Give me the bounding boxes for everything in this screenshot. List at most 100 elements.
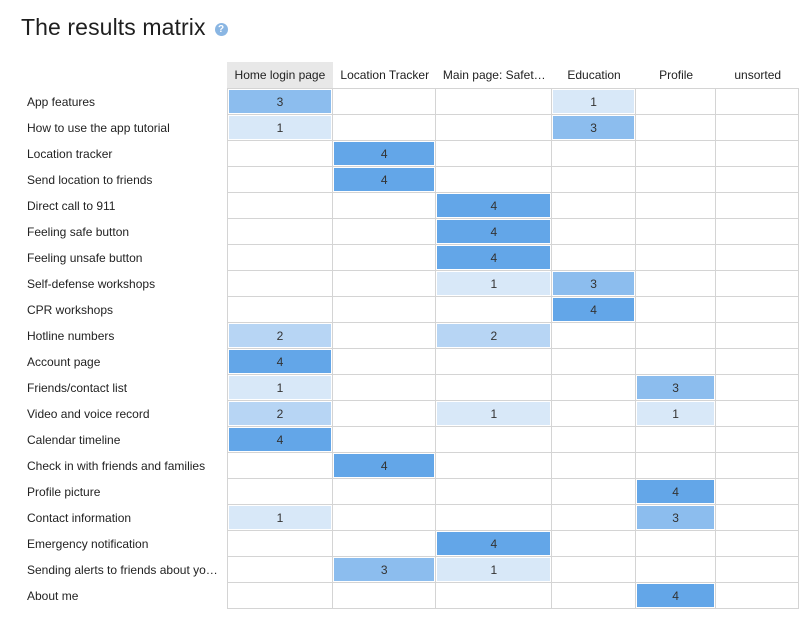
matrix-cell[interactable]: 1 bbox=[226, 505, 334, 531]
matrix-cell[interactable] bbox=[552, 193, 636, 219]
matrix-cell[interactable]: 3 bbox=[226, 88, 334, 115]
matrix-cell[interactable] bbox=[226, 219, 334, 245]
matrix-cell[interactable] bbox=[716, 141, 799, 167]
matrix-cell[interactable] bbox=[635, 88, 717, 115]
matrix-cell[interactable] bbox=[552, 375, 636, 401]
help-icon[interactable]: ? bbox=[214, 23, 228, 36]
matrix-cell[interactable] bbox=[436, 297, 553, 323]
matrix-cell[interactable] bbox=[552, 401, 636, 427]
matrix-cell[interactable] bbox=[333, 375, 437, 401]
matrix-cell[interactable] bbox=[716, 88, 799, 115]
matrix-cell[interactable] bbox=[716, 557, 799, 583]
matrix-cell[interactable]: 2 bbox=[226, 401, 334, 427]
matrix-cell[interactable] bbox=[552, 505, 636, 531]
matrix-cell[interactable] bbox=[635, 557, 717, 583]
matrix-cell[interactable] bbox=[635, 453, 717, 479]
matrix-cell[interactable] bbox=[226, 141, 334, 167]
matrix-cell[interactable] bbox=[552, 349, 636, 375]
matrix-cell[interactable] bbox=[716, 271, 799, 297]
matrix-cell[interactable] bbox=[716, 323, 799, 349]
matrix-cell[interactable] bbox=[716, 583, 799, 609]
matrix-cell[interactable]: 4 bbox=[635, 479, 717, 505]
matrix-cell[interactable] bbox=[333, 245, 437, 271]
matrix-cell[interactable] bbox=[716, 349, 799, 375]
matrix-cell[interactable] bbox=[716, 115, 799, 141]
matrix-cell[interactable] bbox=[635, 193, 717, 219]
matrix-cell[interactable]: 1 bbox=[436, 271, 553, 297]
matrix-cell[interactable] bbox=[716, 505, 799, 531]
matrix-cell[interactable]: 3 bbox=[635, 505, 717, 531]
column-header-unsorted[interactable]: unsorted bbox=[734, 68, 782, 82]
matrix-cell[interactable] bbox=[333, 297, 437, 323]
matrix-cell[interactable] bbox=[436, 349, 553, 375]
matrix-cell[interactable] bbox=[716, 167, 799, 193]
matrix-cell[interactable] bbox=[716, 427, 799, 453]
matrix-cell[interactable] bbox=[635, 115, 717, 141]
matrix-cell[interactable] bbox=[226, 297, 334, 323]
matrix-cell[interactable]: 4 bbox=[436, 531, 553, 557]
matrix-cell[interactable] bbox=[226, 245, 334, 271]
matrix-cell[interactable] bbox=[333, 271, 437, 297]
column-header-location-tracker[interactable]: Location Tracker bbox=[340, 68, 430, 82]
matrix-cell[interactable]: 4 bbox=[635, 583, 717, 609]
matrix-cell[interactable] bbox=[436, 479, 553, 505]
matrix-cell[interactable]: 1 bbox=[635, 401, 717, 427]
matrix-cell[interactable]: 2 bbox=[226, 323, 334, 349]
matrix-cell[interactable] bbox=[716, 453, 799, 479]
matrix-cell[interactable] bbox=[436, 583, 553, 609]
matrix-cell[interactable] bbox=[552, 141, 636, 167]
column-header-education[interactable]: Education bbox=[567, 68, 621, 82]
matrix-cell[interactable] bbox=[552, 557, 636, 583]
matrix-cell[interactable] bbox=[436, 427, 553, 453]
matrix-cell[interactable] bbox=[333, 479, 437, 505]
matrix-cell[interactable]: 1 bbox=[436, 557, 553, 583]
matrix-cell[interactable] bbox=[226, 479, 334, 505]
matrix-cell[interactable] bbox=[716, 219, 799, 245]
matrix-cell[interactable]: 1 bbox=[226, 115, 334, 141]
matrix-cell[interactable] bbox=[226, 583, 334, 609]
matrix-cell[interactable]: 3 bbox=[333, 557, 437, 583]
matrix-cell[interactable] bbox=[333, 193, 437, 219]
column-header-main-page-safety[interactable]: Main page: Safet… bbox=[442, 68, 546, 82]
matrix-cell[interactable] bbox=[436, 115, 553, 141]
matrix-cell[interactable]: 3 bbox=[552, 115, 636, 141]
column-header-profile[interactable]: Profile bbox=[659, 68, 694, 82]
matrix-cell[interactable] bbox=[552, 219, 636, 245]
matrix-cell[interactable] bbox=[716, 479, 799, 505]
matrix-cell[interactable] bbox=[333, 115, 437, 141]
matrix-cell[interactable] bbox=[552, 167, 636, 193]
column-header-home-login-page[interactable]: Home login page bbox=[226, 62, 334, 88]
matrix-cell[interactable] bbox=[333, 505, 437, 531]
matrix-cell[interactable] bbox=[226, 531, 334, 557]
matrix-cell[interactable] bbox=[635, 427, 717, 453]
matrix-cell[interactable] bbox=[333, 88, 437, 115]
matrix-cell[interactable] bbox=[552, 323, 636, 349]
matrix-cell[interactable] bbox=[436, 141, 553, 167]
matrix-cell[interactable] bbox=[552, 427, 636, 453]
matrix-cell[interactable] bbox=[716, 193, 799, 219]
matrix-cell[interactable]: 2 bbox=[436, 323, 553, 349]
matrix-cell[interactable] bbox=[716, 245, 799, 271]
matrix-cell[interactable] bbox=[552, 453, 636, 479]
matrix-cell[interactable]: 3 bbox=[552, 271, 636, 297]
matrix-cell[interactable] bbox=[635, 219, 717, 245]
matrix-cell[interactable] bbox=[552, 583, 636, 609]
matrix-cell[interactable] bbox=[226, 453, 334, 479]
matrix-cell[interactable] bbox=[552, 479, 636, 505]
matrix-cell[interactable]: 4 bbox=[436, 219, 553, 245]
matrix-cell[interactable] bbox=[333, 349, 437, 375]
matrix-cell[interactable] bbox=[333, 531, 437, 557]
matrix-cell[interactable] bbox=[716, 375, 799, 401]
matrix-cell[interactable] bbox=[333, 323, 437, 349]
matrix-cell[interactable]: 4 bbox=[436, 245, 553, 271]
matrix-cell[interactable]: 4 bbox=[552, 297, 636, 323]
matrix-cell[interactable] bbox=[226, 557, 334, 583]
matrix-cell[interactable] bbox=[635, 297, 717, 323]
matrix-cell[interactable] bbox=[436, 453, 553, 479]
matrix-cell[interactable]: 4 bbox=[226, 349, 334, 375]
matrix-cell[interactable] bbox=[552, 245, 636, 271]
matrix-cell[interactable] bbox=[716, 297, 799, 323]
matrix-cell[interactable]: 4 bbox=[333, 141, 437, 167]
matrix-cell[interactable]: 1 bbox=[552, 88, 636, 115]
matrix-cell[interactable] bbox=[635, 141, 717, 167]
